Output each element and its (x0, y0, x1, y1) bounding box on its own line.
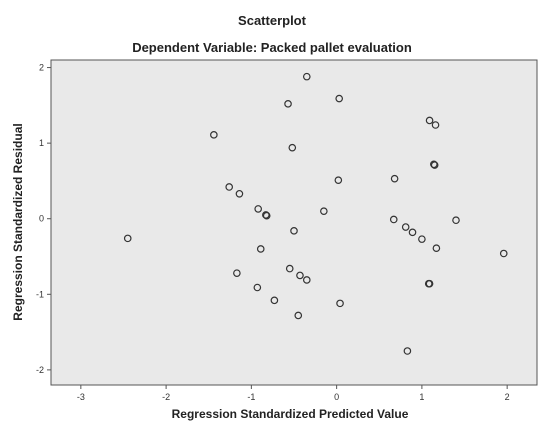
scatter-point (262, 211, 270, 219)
scatter-point (431, 121, 440, 129)
scatter-point (418, 235, 426, 243)
scatter-point (285, 264, 294, 273)
scatter-point (262, 211, 271, 220)
scatter-point (408, 228, 417, 237)
x-tick-label: -1 (247, 392, 255, 402)
scatter-point (320, 207, 328, 215)
scatter-point (334, 176, 343, 184)
y-tick-label: 1 (39, 138, 44, 148)
scatter-point (225, 183, 234, 191)
scatter-point (390, 174, 399, 183)
scatter-point (401, 223, 410, 231)
scatter-point (235, 189, 244, 198)
scatter-point (284, 100, 292, 108)
scatter-point (499, 249, 508, 258)
scatter-point (270, 296, 279, 305)
scatter-point (430, 160, 438, 169)
scatter-point (302, 72, 311, 81)
y-axis-title: Regression Standardized Residual (11, 123, 25, 320)
chart-subtitle: Dependent Variable: Packed pallet evalua… (132, 40, 412, 55)
scatter-point (432, 244, 441, 252)
scatter-point (233, 269, 241, 277)
scatter-point (403, 347, 412, 355)
scatter-point (425, 279, 434, 288)
scatter-point (296, 271, 304, 280)
scatter-point (336, 299, 344, 308)
x-axis-title: Regression Standardized Predicted Value (172, 407, 409, 421)
x-tick-label: 2 (505, 392, 510, 402)
scatter-point (288, 143, 297, 152)
scatter-point (430, 161, 439, 169)
scatter-point (254, 205, 262, 213)
scatter-point (256, 245, 265, 253)
scatter-point (123, 234, 132, 243)
plot-area (50, 59, 538, 386)
y-axis-ticks: -2 -1 0 1 2 (36, 63, 51, 375)
scatter-point (210, 131, 218, 139)
x-tick-label: 1 (419, 392, 424, 402)
scatter-point (253, 283, 262, 292)
data-points (123, 72, 508, 355)
y-tick-label: 0 (39, 214, 44, 224)
y-tick-label: 2 (39, 63, 44, 73)
chart-title: Scatterplot (238, 13, 307, 28)
x-tick-label: -3 (77, 392, 85, 402)
y-tick-label: -1 (36, 289, 44, 299)
x-tick-label: -2 (162, 392, 170, 402)
scatter-point (452, 216, 460, 225)
y-tick-label: -2 (36, 365, 44, 375)
scatter-point (294, 311, 303, 320)
x-axis-ticks: -3 -2 -1 0 1 2 (77, 385, 510, 402)
scatter-point (302, 276, 311, 284)
scatter-point (425, 116, 434, 125)
scatter-point (290, 227, 298, 235)
scatter-point (335, 94, 343, 103)
x-tick-label: 0 (334, 392, 339, 402)
scatter-point (389, 215, 398, 224)
